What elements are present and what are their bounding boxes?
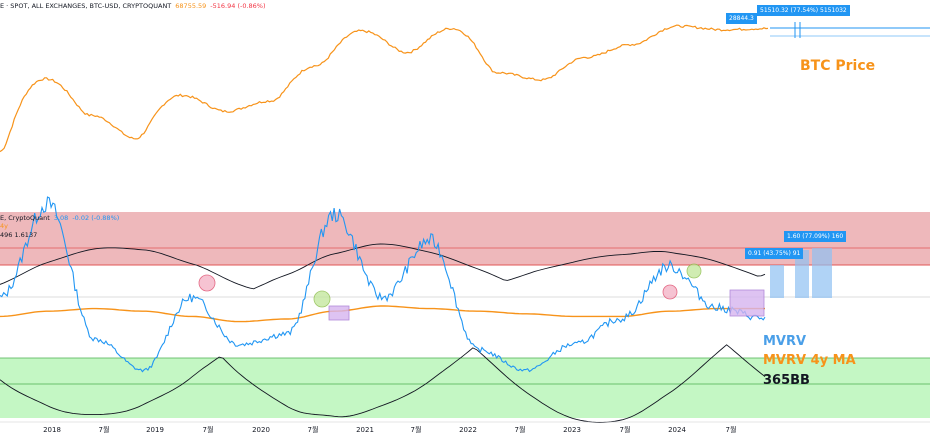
bb-lower-line	[0, 344, 766, 423]
x-tick-label: 7월	[620, 425, 631, 434]
bb-series	[0, 243, 766, 423]
top-header-text: E · SPOT, ALL EXCHANGES, BTC-USD, CRYPTO…	[0, 2, 172, 10]
btc-price-line	[0, 24, 769, 153]
mvrv-label: MVRV	[763, 334, 807, 349]
marker-box-1	[328, 305, 350, 321]
bottom-header: E, CryptoQuant 3.08 -0.02 (-0.88%)	[0, 214, 119, 222]
mvrv-ma-line	[0, 305, 765, 323]
bottom-header-text: E, CryptoQuant	[0, 214, 50, 222]
bottom-header-line2: 4y	[0, 222, 8, 230]
x-tick-label: 7월	[99, 425, 110, 434]
marker-circle-1	[198, 274, 216, 292]
x-tick-label: 7월	[411, 425, 422, 434]
x-tick-label: 2021	[356, 426, 374, 434]
tag-mid-a: 0.91 (43.75%) 91	[745, 248, 804, 259]
marker-circle-2	[313, 290, 331, 308]
top-header-change: -516.94 (-0.86%)	[210, 2, 266, 10]
x-tick-label: 2024	[668, 426, 686, 434]
btc-price-label: BTC Price	[800, 58, 876, 74]
x-tick-label: 2019	[146, 426, 164, 434]
x-tick-label: 7월	[515, 425, 526, 434]
x-tick-label: 2020	[252, 426, 270, 434]
x-tick-label: 2023	[563, 426, 581, 434]
bottom-header-line3: 496 1.6137	[0, 231, 38, 239]
projection-bar-3	[812, 248, 832, 298]
btc-price-series	[0, 24, 769, 153]
x-tick-label: 2022	[459, 426, 477, 434]
marker-circle-3	[662, 284, 678, 300]
top-header-price: 68755.59	[175, 2, 207, 10]
bottom-header-value: 3.08	[53, 214, 69, 222]
marker-box-2	[729, 289, 765, 317]
ma-series	[0, 305, 765, 323]
mvrv-series	[0, 196, 766, 373]
mvrv-ma-label: MVRV 4y MA	[763, 353, 856, 368]
bb-label: 365BB	[763, 373, 810, 388]
marker-circle-4	[686, 263, 702, 279]
x-tick-label: 7월	[726, 425, 737, 434]
x-tick-label: 7월	[308, 425, 319, 434]
tag-top-b: 51510.32 (77.54%) 5151032	[757, 5, 850, 16]
bottom-header-change: -0.02 (-0.88%)	[72, 214, 120, 222]
top-header: E · SPOT, ALL EXCHANGES, BTC-USD, CRYPTO…	[0, 2, 266, 10]
green-zone	[0, 358, 930, 418]
mvrv-line	[0, 196, 766, 373]
bb-upper-line	[0, 243, 766, 290]
projection-bar-2	[795, 250, 809, 298]
x-axis-ticks: 2018 7월 2019 7월 2020 7월 2021 7월 2022 7월 2023 7월 2024…	[43, 425, 736, 434]
x-tick-label: 2018	[43, 426, 61, 434]
tag-top-a: 28844.3	[726, 13, 757, 24]
tag-mid-b: 1.60 (77.09%) 160	[784, 231, 847, 242]
projection-bar-1	[770, 265, 784, 298]
x-tick-label: 7월	[203, 425, 214, 434]
